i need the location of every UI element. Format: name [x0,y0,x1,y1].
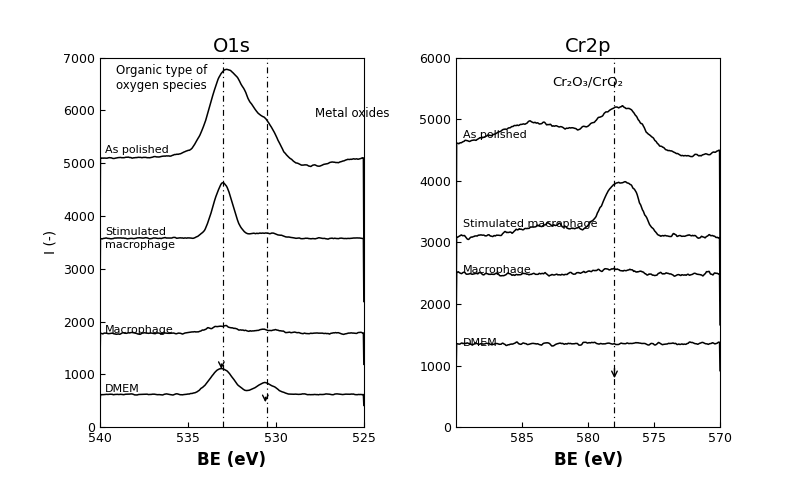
Text: Organic type of: Organic type of [116,64,207,77]
Y-axis label: I (-): I (-) [43,230,58,254]
Text: Stimulated: Stimulated [106,227,166,237]
X-axis label: BE (eV): BE (eV) [554,451,622,468]
Text: DMEM: DMEM [106,384,140,394]
Text: Stimulated macrophage: Stimulated macrophage [462,219,598,229]
Text: Metal oxides: Metal oxides [314,107,389,120]
Text: Cr₂O₃/CrO₂: Cr₂O₃/CrO₂ [553,76,623,89]
Text: As polished: As polished [106,145,169,155]
Title: Cr2p: Cr2p [565,37,611,56]
Text: oxygen species: oxygen species [116,79,207,92]
Text: Macrophage: Macrophage [462,265,531,275]
Title: O1s: O1s [213,37,251,56]
X-axis label: BE (eV): BE (eV) [198,451,266,468]
Text: Macrophage: Macrophage [106,324,174,335]
Text: DMEM: DMEM [462,338,498,348]
Text: As polished: As polished [462,130,526,140]
Text: macrophage: macrophage [106,240,175,250]
